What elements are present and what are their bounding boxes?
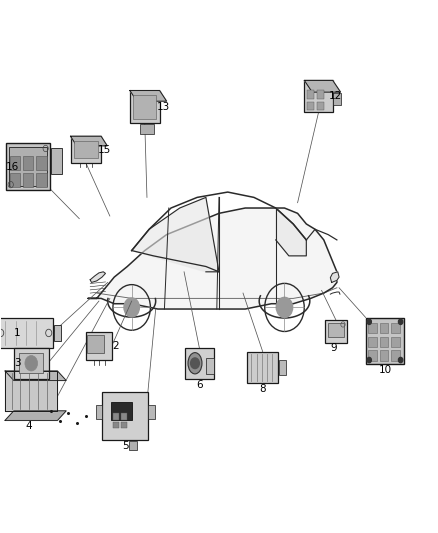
Bar [87, 335, 104, 352]
Polygon shape [132, 197, 219, 272]
Bar [317, 90, 324, 99]
Bar [71, 136, 101, 163]
Bar [113, 422, 120, 428]
Bar [391, 323, 400, 334]
Text: 15: 15 [98, 144, 111, 155]
Bar [130, 91, 159, 124]
Bar [304, 80, 333, 112]
Bar [366, 318, 404, 365]
Text: 13: 13 [156, 102, 170, 112]
Polygon shape [71, 136, 107, 146]
Text: 16: 16 [6, 161, 20, 172]
Polygon shape [304, 80, 341, 92]
Polygon shape [130, 91, 166, 101]
Bar [141, 124, 153, 134]
Text: 9: 9 [331, 343, 337, 353]
Bar [380, 323, 389, 334]
Bar [121, 413, 127, 419]
Bar [111, 402, 132, 420]
Bar [51, 148, 62, 174]
Polygon shape [5, 371, 57, 411]
Bar [247, 352, 279, 383]
Bar [380, 351, 389, 361]
Text: 2: 2 [112, 341, 119, 351]
Polygon shape [5, 411, 66, 421]
Bar [74, 141, 98, 158]
Circle shape [276, 297, 293, 318]
Text: 1: 1 [14, 328, 20, 338]
Bar [23, 173, 33, 187]
Circle shape [367, 358, 371, 363]
Circle shape [399, 319, 403, 325]
Bar [391, 351, 400, 361]
Bar [279, 360, 286, 375]
Bar [133, 95, 156, 118]
Text: 10: 10 [378, 365, 392, 375]
Bar [368, 323, 377, 334]
Circle shape [399, 358, 403, 363]
Polygon shape [330, 272, 339, 282]
Bar [14, 348, 49, 378]
Bar [102, 392, 148, 440]
Bar [184, 348, 214, 378]
Polygon shape [88, 208, 337, 309]
Text: 5: 5 [122, 441, 128, 451]
Bar [7, 143, 50, 190]
Bar [53, 325, 61, 341]
Bar [368, 337, 377, 348]
Bar [206, 358, 214, 374]
Bar [86, 333, 112, 360]
Bar [10, 173, 20, 187]
Bar [391, 337, 400, 348]
Polygon shape [90, 272, 106, 282]
Bar [95, 405, 102, 419]
Bar [325, 320, 347, 343]
Bar [0, 318, 53, 349]
Bar [317, 102, 324, 110]
Text: 8: 8 [259, 384, 266, 394]
Bar [307, 102, 314, 110]
Bar [333, 93, 341, 106]
Text: 4: 4 [26, 421, 32, 431]
Bar [148, 405, 155, 419]
Bar [113, 413, 120, 419]
Bar [328, 323, 344, 337]
Circle shape [191, 358, 199, 368]
Polygon shape [5, 371, 66, 381]
Bar [23, 157, 33, 170]
Circle shape [123, 297, 140, 318]
Circle shape [367, 319, 371, 325]
Bar [121, 422, 127, 428]
Bar [368, 351, 377, 361]
Bar [19, 353, 43, 373]
Bar [9, 147, 47, 187]
Text: 6: 6 [196, 379, 203, 390]
Circle shape [25, 356, 38, 371]
Text: 12: 12 [328, 91, 342, 101]
Text: 3: 3 [14, 358, 21, 368]
Bar [36, 157, 46, 170]
Bar [129, 441, 138, 450]
Bar [36, 173, 46, 187]
Bar [307, 90, 314, 99]
Ellipse shape [188, 353, 202, 374]
Bar [10, 157, 20, 170]
Polygon shape [276, 208, 306, 256]
Bar [380, 337, 389, 348]
